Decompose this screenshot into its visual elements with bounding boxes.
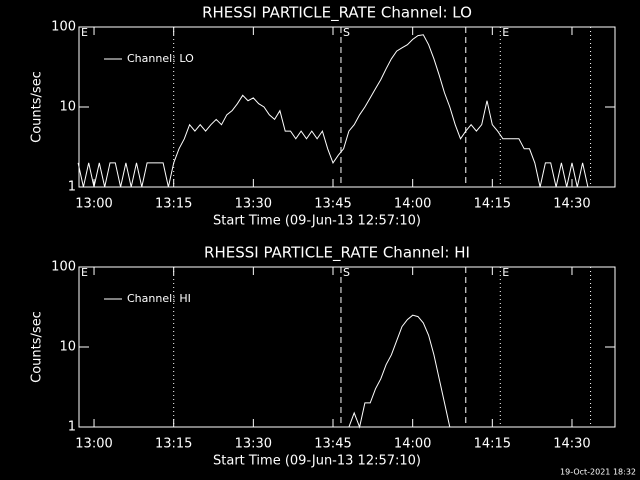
marker-label: E — [502, 26, 509, 39]
marker-label: S — [343, 266, 350, 279]
x-tick-label: 13:15 — [155, 437, 192, 452]
x-axis-label: Start Time (09-Jun-13 12:57:10) — [213, 214, 421, 229]
x-tick-label: 14:15 — [474, 437, 511, 452]
x-tick-label: 14:00 — [394, 437, 431, 452]
marker-label: E — [81, 266, 88, 279]
chart-title: RHESSI PARTICLE_RATE Channel: LO — [202, 4, 472, 23]
y-tick-label: 10 — [59, 340, 76, 355]
marker-label: E — [502, 266, 509, 279]
legend-label: Channel: HI — [127, 292, 191, 305]
x-tick-label: 13:30 — [235, 437, 272, 452]
x-tick-label: 14:30 — [553, 197, 590, 212]
x-tick-label: 13:00 — [75, 197, 112, 212]
data-line — [77, 34, 589, 188]
data-line — [343, 314, 451, 429]
y-tick-label: 100 — [51, 20, 76, 35]
marker-label: E — [81, 26, 88, 39]
x-tick-label: 13:45 — [314, 437, 351, 452]
y-axis-label: Counts/sec — [30, 71, 45, 143]
y-tick-label: 10 — [59, 100, 76, 115]
x-tick-label: 14:15 — [474, 197, 511, 212]
x-axis-label: Start Time (09-Jun-13 12:57:10) — [213, 454, 421, 469]
x-tick-label: 14:30 — [553, 437, 590, 452]
x-tick-label: 14:00 — [394, 197, 431, 212]
y-tick-label: 1 — [68, 420, 76, 435]
timestamp: 19-Oct-2021 18:32 — [560, 468, 636, 477]
x-tick-label: 13:30 — [235, 197, 272, 212]
chart-title: RHESSI PARTICLE_RATE Channel: HI — [204, 244, 470, 263]
y-tick-label: 1 — [68, 180, 76, 195]
legend-label: Channel: LO — [127, 52, 194, 65]
x-tick-label: 13:00 — [75, 437, 112, 452]
x-tick-label: 13:45 — [314, 197, 351, 212]
y-axis-label: Counts/sec — [30, 311, 45, 383]
y-tick-label: 100 — [51, 260, 76, 275]
plot-frame — [78, 266, 616, 428]
marker-label: S — [343, 26, 350, 39]
x-tick-label: 13:15 — [155, 197, 192, 212]
